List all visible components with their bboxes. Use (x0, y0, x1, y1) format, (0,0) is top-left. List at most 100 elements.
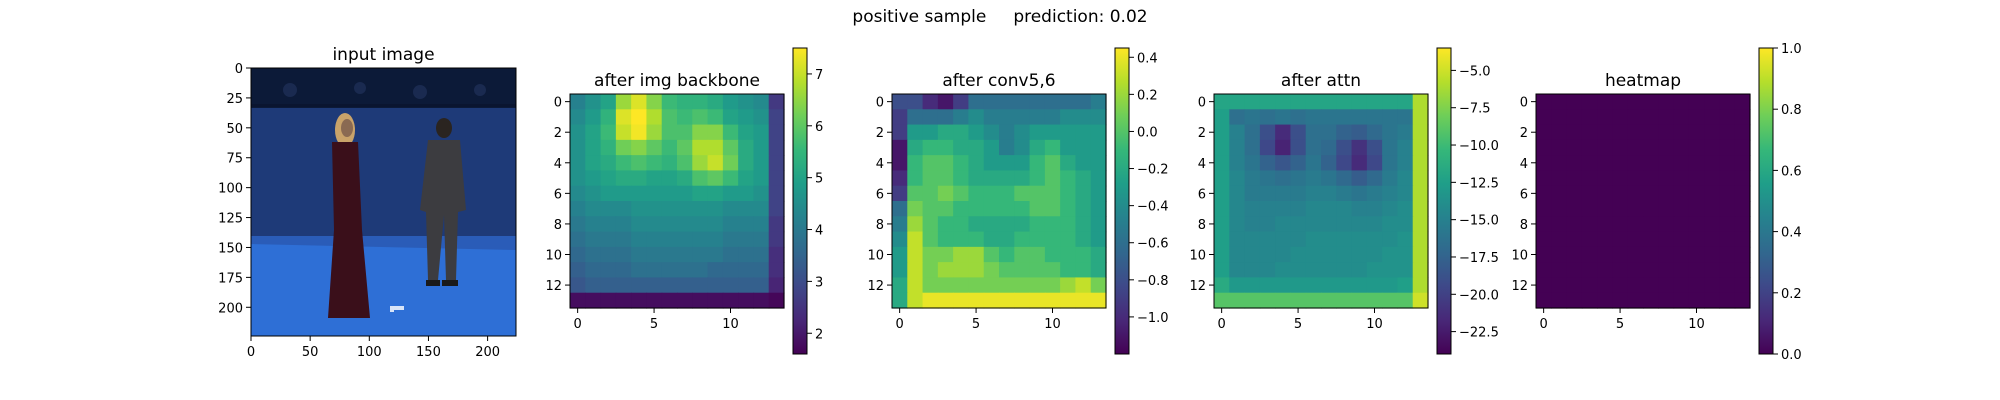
heatmap-cell (722, 139, 739, 156)
heatmap-cell (768, 201, 785, 217)
heatmap-heatmap-cells (1536, 94, 1751, 309)
heatmap-cell (1643, 155, 1659, 172)
heatmap-cell (892, 246, 908, 263)
heatmap-x-axis: 0 5 10 (1540, 308, 1705, 332)
heatmap-cell (1597, 231, 1614, 248)
input-image-frame (250, 67, 517, 337)
heatmap-cell (570, 170, 586, 187)
heatmap-cell (615, 185, 632, 202)
colorbar-tick-label: 0.6 (1781, 164, 1802, 179)
heatmap-cell (1551, 246, 1568, 263)
heatmap-cell (1688, 94, 1705, 110)
heatmap-cell (1229, 246, 1246, 263)
heatmap-cell (677, 292, 693, 309)
heatmap-cell (1673, 262, 1690, 279)
heatmap-cell (631, 109, 648, 126)
heatmap-cell (722, 170, 739, 187)
conv56-heatmap-cells (892, 94, 1107, 309)
heatmap-cell (615, 216, 632, 233)
heatmap-cell (646, 109, 663, 126)
heatmap-cell (615, 246, 632, 263)
heatmap-cell (1351, 277, 1368, 294)
heatmap-cell (631, 124, 648, 141)
heatmap-cell (570, 124, 586, 141)
y-tick-label: 100 (218, 182, 243, 197)
heatmap-cell (1673, 155, 1690, 172)
y-tick-label: 8 (554, 218, 562, 233)
heatmap-cell (968, 292, 985, 309)
heatmap-cell (922, 216, 939, 233)
heatmap-cell (1581, 139, 1598, 156)
heatmap-cell (631, 277, 648, 294)
heatmap-cell (1029, 139, 1046, 156)
heatmap-cell (1397, 262, 1414, 279)
heatmap-cell (1382, 262, 1399, 279)
heatmap-cell (1075, 246, 1092, 263)
heatmap-cell (1612, 124, 1629, 141)
heatmap-cell (1397, 124, 1414, 141)
heatmap-cell (768, 185, 785, 202)
heatmap-cell (707, 292, 724, 309)
heatmap-cell (646, 155, 663, 172)
heatmap-cell (1704, 292, 1721, 309)
heatmap-cell (1044, 231, 1061, 248)
heatmap-cell (692, 277, 709, 294)
colorbar-tick-label: 7 (815, 68, 823, 83)
heatmap-cell (1044, 94, 1061, 110)
heatmap-cell (1581, 277, 1598, 294)
heatmap-cell (1704, 262, 1721, 279)
heatmap-cell (1305, 262, 1322, 279)
heatmap-cell (1244, 94, 1261, 110)
heatmap-cell (1551, 124, 1568, 141)
heatmap-cell (768, 170, 785, 187)
heatmap-cell (1214, 246, 1230, 263)
heatmap-cell (1321, 155, 1337, 172)
heatmap-cell (1366, 155, 1383, 172)
heatmap-cell (1229, 201, 1246, 217)
heatmap-cell (1014, 231, 1031, 248)
heatmap-cell (677, 155, 693, 172)
colorbar-tick-label: 5 (815, 172, 823, 187)
heatmap-cell (1382, 94, 1399, 110)
heatmap-cell (922, 292, 939, 309)
heatmap-cell (1673, 201, 1690, 217)
heatmap-cell (1719, 185, 1736, 202)
heatmap-cell (983, 246, 1000, 263)
heatmap-cell (1321, 185, 1337, 202)
colorbar-tick-label: −0.6 (1137, 237, 1169, 252)
heatmap-cell (1336, 170, 1353, 187)
heatmap-cell (1321, 262, 1337, 279)
heatmap-cell (1029, 94, 1046, 110)
heatmap-cell (1643, 139, 1659, 156)
heatmap-cell (922, 155, 939, 172)
heatmap-cell (1275, 231, 1292, 248)
heatmap-cell (753, 246, 770, 263)
heatmap-cell (646, 124, 663, 141)
heatmap-cell (677, 216, 693, 233)
heatmap-cell (585, 94, 602, 110)
heatmap-cell (1566, 246, 1583, 263)
heatmap-cell (631, 216, 648, 233)
x-tick-label: 0 (247, 345, 255, 360)
heatmap-cell (968, 139, 985, 156)
heatmap-cell (953, 216, 970, 233)
heatmap-cell (1060, 277, 1077, 294)
heatmap-cell (1244, 139, 1261, 156)
heatmap-cell (1719, 246, 1736, 263)
heatmap-cell (937, 216, 954, 233)
heatmap-cell (1643, 201, 1659, 217)
heatmap-cell (892, 170, 908, 187)
heatmap-cell (1612, 216, 1629, 233)
heatmap-cell (1290, 201, 1307, 217)
heatmap-cell (722, 109, 739, 126)
heatmap-cell (1612, 201, 1629, 217)
heatmap-cell (661, 231, 678, 248)
heatmap-cell (1244, 109, 1261, 126)
heatmap-cell (1551, 292, 1568, 309)
colorbar-tick-label: −7.5 (1459, 102, 1491, 117)
heatmap-cell (953, 170, 970, 187)
heatmap-cell (968, 277, 985, 294)
heatmap-cell (707, 231, 724, 248)
heatmap-cell (631, 139, 648, 156)
colorbar-tick-label: −20.0 (1459, 288, 1499, 303)
